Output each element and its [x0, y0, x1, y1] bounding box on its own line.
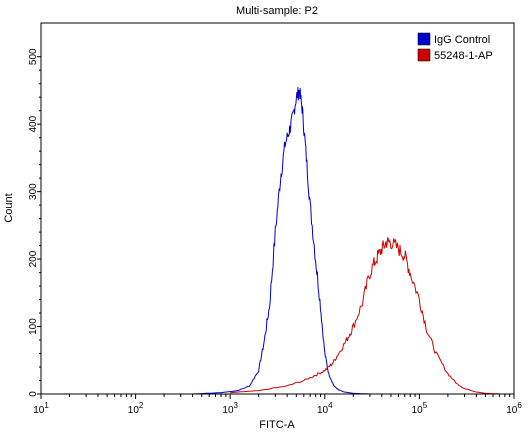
plot-frame	[40, 22, 515, 395]
legend-swatch	[417, 32, 431, 46]
x-tick-label: 106	[506, 401, 522, 416]
series-line-0	[192, 87, 370, 395]
x-tick-base: 10	[33, 405, 45, 416]
x-tick-label: 105	[412, 401, 428, 416]
x-tick-base: 10	[412, 405, 424, 416]
x-tick-exponent: 4	[328, 401, 333, 410]
legend-label: 55248-1-AP	[434, 50, 493, 62]
x-tick-exponent: 6	[517, 401, 522, 410]
y-tick-label: 200	[28, 250, 39, 267]
x-tick-base: 10	[128, 405, 140, 416]
x-tick-base: 10	[506, 405, 518, 416]
x-tick-exponent: 1	[44, 401, 49, 410]
y-tick-label: 0	[28, 391, 39, 397]
x-tick-label: 103	[222, 401, 238, 416]
y-tick-label: 300	[28, 183, 39, 200]
legend-label: IgG Control	[434, 34, 490, 46]
y-tick-label: 100	[28, 318, 39, 335]
legend: IgG Control 55248-1-AP	[417, 32, 493, 62]
x-tick-label: 101	[33, 401, 49, 416]
y-axis: 0 100 200 300 400 500	[28, 48, 41, 397]
chart-title: Multi-sample: P2	[236, 5, 318, 17]
x-tick-exponent: 2	[139, 401, 144, 410]
x-tick-exponent: 3	[234, 401, 239, 410]
legend-swatch	[417, 48, 431, 62]
x-tick-base: 10	[317, 405, 329, 416]
x-axis: 101 102 103 104 105 106	[33, 394, 522, 416]
series-layer	[192, 87, 500, 395]
y-axis-title: Count	[3, 193, 15, 222]
y-tick-label: 400	[28, 115, 39, 132]
x-axis-title: FITC-A	[259, 419, 295, 431]
x-tick-exponent: 5	[423, 401, 428, 410]
y-tick-label: 500	[28, 48, 39, 65]
x-tick-label: 102	[128, 401, 144, 416]
series-line-1	[230, 237, 500, 395]
x-tick-base: 10	[222, 405, 234, 416]
x-tick-label: 104	[317, 401, 333, 416]
